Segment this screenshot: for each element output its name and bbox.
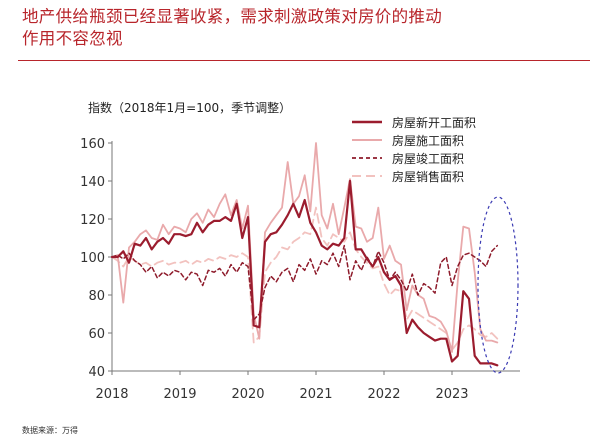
y-tick-label: 100	[80, 251, 105, 266]
x-tick-label: 2018	[95, 387, 128, 402]
highlight-ellipse	[477, 196, 519, 374]
y-tick-label: 80	[88, 289, 105, 304]
y-tick-label: 120	[80, 213, 105, 228]
y-tick-label: 160	[80, 137, 105, 152]
series-line-4	[111, 206, 499, 352]
legend-label: 房屋竣工面积	[392, 151, 464, 166]
x-tick-label: 2020	[231, 387, 264, 402]
x-tick-label: 2022	[367, 387, 400, 402]
legend-label: 房屋新开工面积	[392, 115, 476, 130]
x-tick-label: 2021	[299, 387, 332, 402]
page-title: 地产供给瓶颈已经显著收紧，需求刺激政策对房价的推动 作用不容忽视	[22, 6, 582, 50]
title-divider	[18, 60, 590, 61]
x-tick-label: 2019	[163, 387, 196, 402]
legend-label: 房屋施工面积	[392, 133, 464, 148]
y-axis-title: 指数（2018年1月=100，季节调整）	[88, 100, 291, 115]
series-line-1	[110, 179, 499, 367]
x-tick-label: 2023	[435, 387, 468, 402]
y-tick-label: 60	[88, 327, 105, 342]
series-line-2	[111, 142, 499, 353]
legend-label: 房屋销售面积	[392, 169, 464, 184]
title-line-2: 作用不容忽视	[22, 29, 123, 48]
data-source-note: 数据来源：万得	[22, 426, 78, 435]
y-tick-label: 40	[88, 365, 105, 380]
title-line-1: 地产供给瓶颈已经显著收紧，需求刺激政策对房价的推动	[22, 7, 442, 26]
series-line-3	[111, 244, 499, 321]
y-tick-label: 140	[80, 175, 105, 190]
